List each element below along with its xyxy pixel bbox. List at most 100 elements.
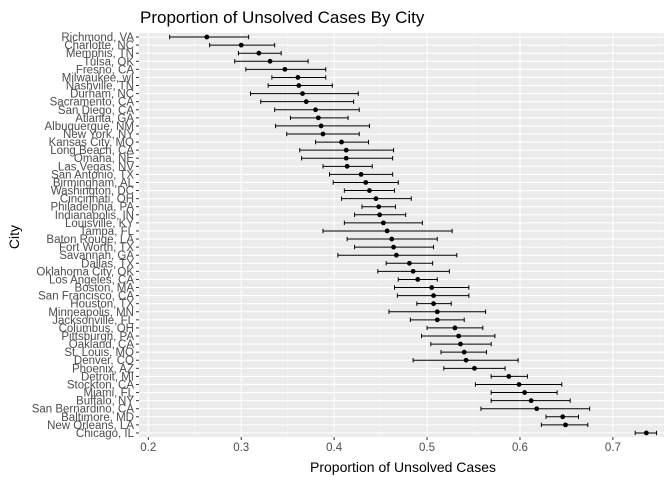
y-tick-label: Detroit, MI [81,371,134,383]
y-tick-label: Miami, FL [84,388,135,400]
data-point [563,422,568,428]
y-tick-label: Oakland, CA [69,339,135,351]
data-point [452,325,458,331]
y-tick-label: Houston, TX [70,299,134,311]
y-tick-label: San Francisco, CA [38,291,134,303]
y-tick-label: Chicago, IL [76,428,135,440]
y-tick-label: Indianapolis, IN [55,210,134,222]
y-tick-label: Baton Rouge, LA [46,234,134,246]
y-tick-label: Washington, DC [51,186,134,198]
y-tick-label: Tampa, FL [80,226,135,238]
y-tick-label: Savannah, GA [59,250,134,262]
x-tick-label: 0.6 [512,442,528,454]
y-tick-label: Buffalo, NY [76,396,134,408]
y-tick-label: Phoenix, AZ [72,363,134,375]
y-tick-label: San Diego, CA [58,105,134,117]
data-point [472,365,477,371]
y-tick-label: Durham, NC [70,89,134,101]
data-point [393,252,399,258]
y-tick-label: Oklahoma City, OK [36,266,134,278]
data-point [376,204,382,210]
y-tick-label: Dallas, TX [81,258,134,270]
x-tick-label: 0.3 [233,442,249,454]
y-tick-label: Pittsburgh, PA [61,331,134,343]
x-tick-label: 0.2 [140,442,156,454]
y-tick-label: New Orleans, LA [47,420,134,432]
y-axis-title: City [6,225,22,249]
y-tick-label: Kansas City, MO [49,137,134,149]
data-point [315,115,321,121]
data-point [431,293,436,298]
y-tick-label: Baltimore, MD [61,412,134,424]
y-tick-label: Louisville, KY [65,218,134,230]
data-point [295,75,301,80]
data-point [300,91,305,96]
data-point [522,390,528,395]
data-point [506,374,512,379]
x-tick-label: 0.7 [605,442,621,454]
data-point [406,260,412,266]
data-points [204,34,649,436]
data-point [204,34,210,40]
y-tick-label: San Antonio, TX [51,169,134,181]
data-point [344,163,350,169]
y-tick-label: San Bernardino, CA [32,404,135,416]
x-tick-label: 0.4 [326,442,343,454]
minor-grid [194,33,660,437]
y-tick-label: Richmond, VA [61,32,134,44]
y-tick-label: Columbus, OH [59,323,134,335]
data-point [318,123,324,129]
data-point [267,58,273,64]
data-point [434,317,440,323]
y-tick-label: Albuquerque, NM [45,121,135,133]
data-point [256,50,262,56]
y-tick-label: Atlanta, GA [75,113,134,125]
data-point [377,212,383,218]
y-tick-label: Birmingham, AL [53,177,135,189]
data-point [343,147,349,153]
y-tick-label: Charlotte, NC [64,40,134,52]
y-tick-label: Fort Worth, TX [59,242,134,254]
data-point [373,196,379,202]
y-tick-label: Sacramento, CA [50,97,135,109]
data-point [282,66,288,72]
data-point [303,99,309,105]
x-tick-label: 0.5 [419,442,435,454]
y-tick-label: Jacksonville, FL [52,315,134,327]
data-point [363,180,369,185]
data-point [461,349,467,355]
data-point [415,277,421,282]
data-point [389,236,395,242]
data-point [343,155,349,161]
data-point [367,188,372,193]
y-tick-label: Fresno, CA [76,64,134,76]
data-point [313,107,318,113]
y-tick-label: Minneapolis, MN [48,307,134,319]
y-tick-label: Stockton, CA [67,379,134,391]
data-point [534,406,540,412]
data-point [238,42,244,48]
data-point [431,301,436,307]
data-point [463,357,469,363]
y-tick-label: Memphis, TN [66,48,134,60]
data-point [320,131,326,137]
data-point [643,430,649,436]
data-point [429,285,435,290]
y-tick-label: Omaha, NE [74,153,134,165]
y-tick-label: New York, NY [63,129,134,141]
data-point [458,341,463,347]
plot-panel [139,33,664,437]
data-point [410,268,416,274]
y-tick-label: Tulsa, OK [83,56,134,68]
major-grid [139,33,664,437]
data-point [516,382,522,387]
data-point [434,309,440,315]
data-point [528,398,534,404]
data-point [384,228,390,234]
data-point [339,139,344,145]
y-tick-label: Las Vegas, NV [58,161,134,173]
chart-title: Proportion of Unsolved Cases By City [140,8,425,27]
data-point [358,172,364,177]
